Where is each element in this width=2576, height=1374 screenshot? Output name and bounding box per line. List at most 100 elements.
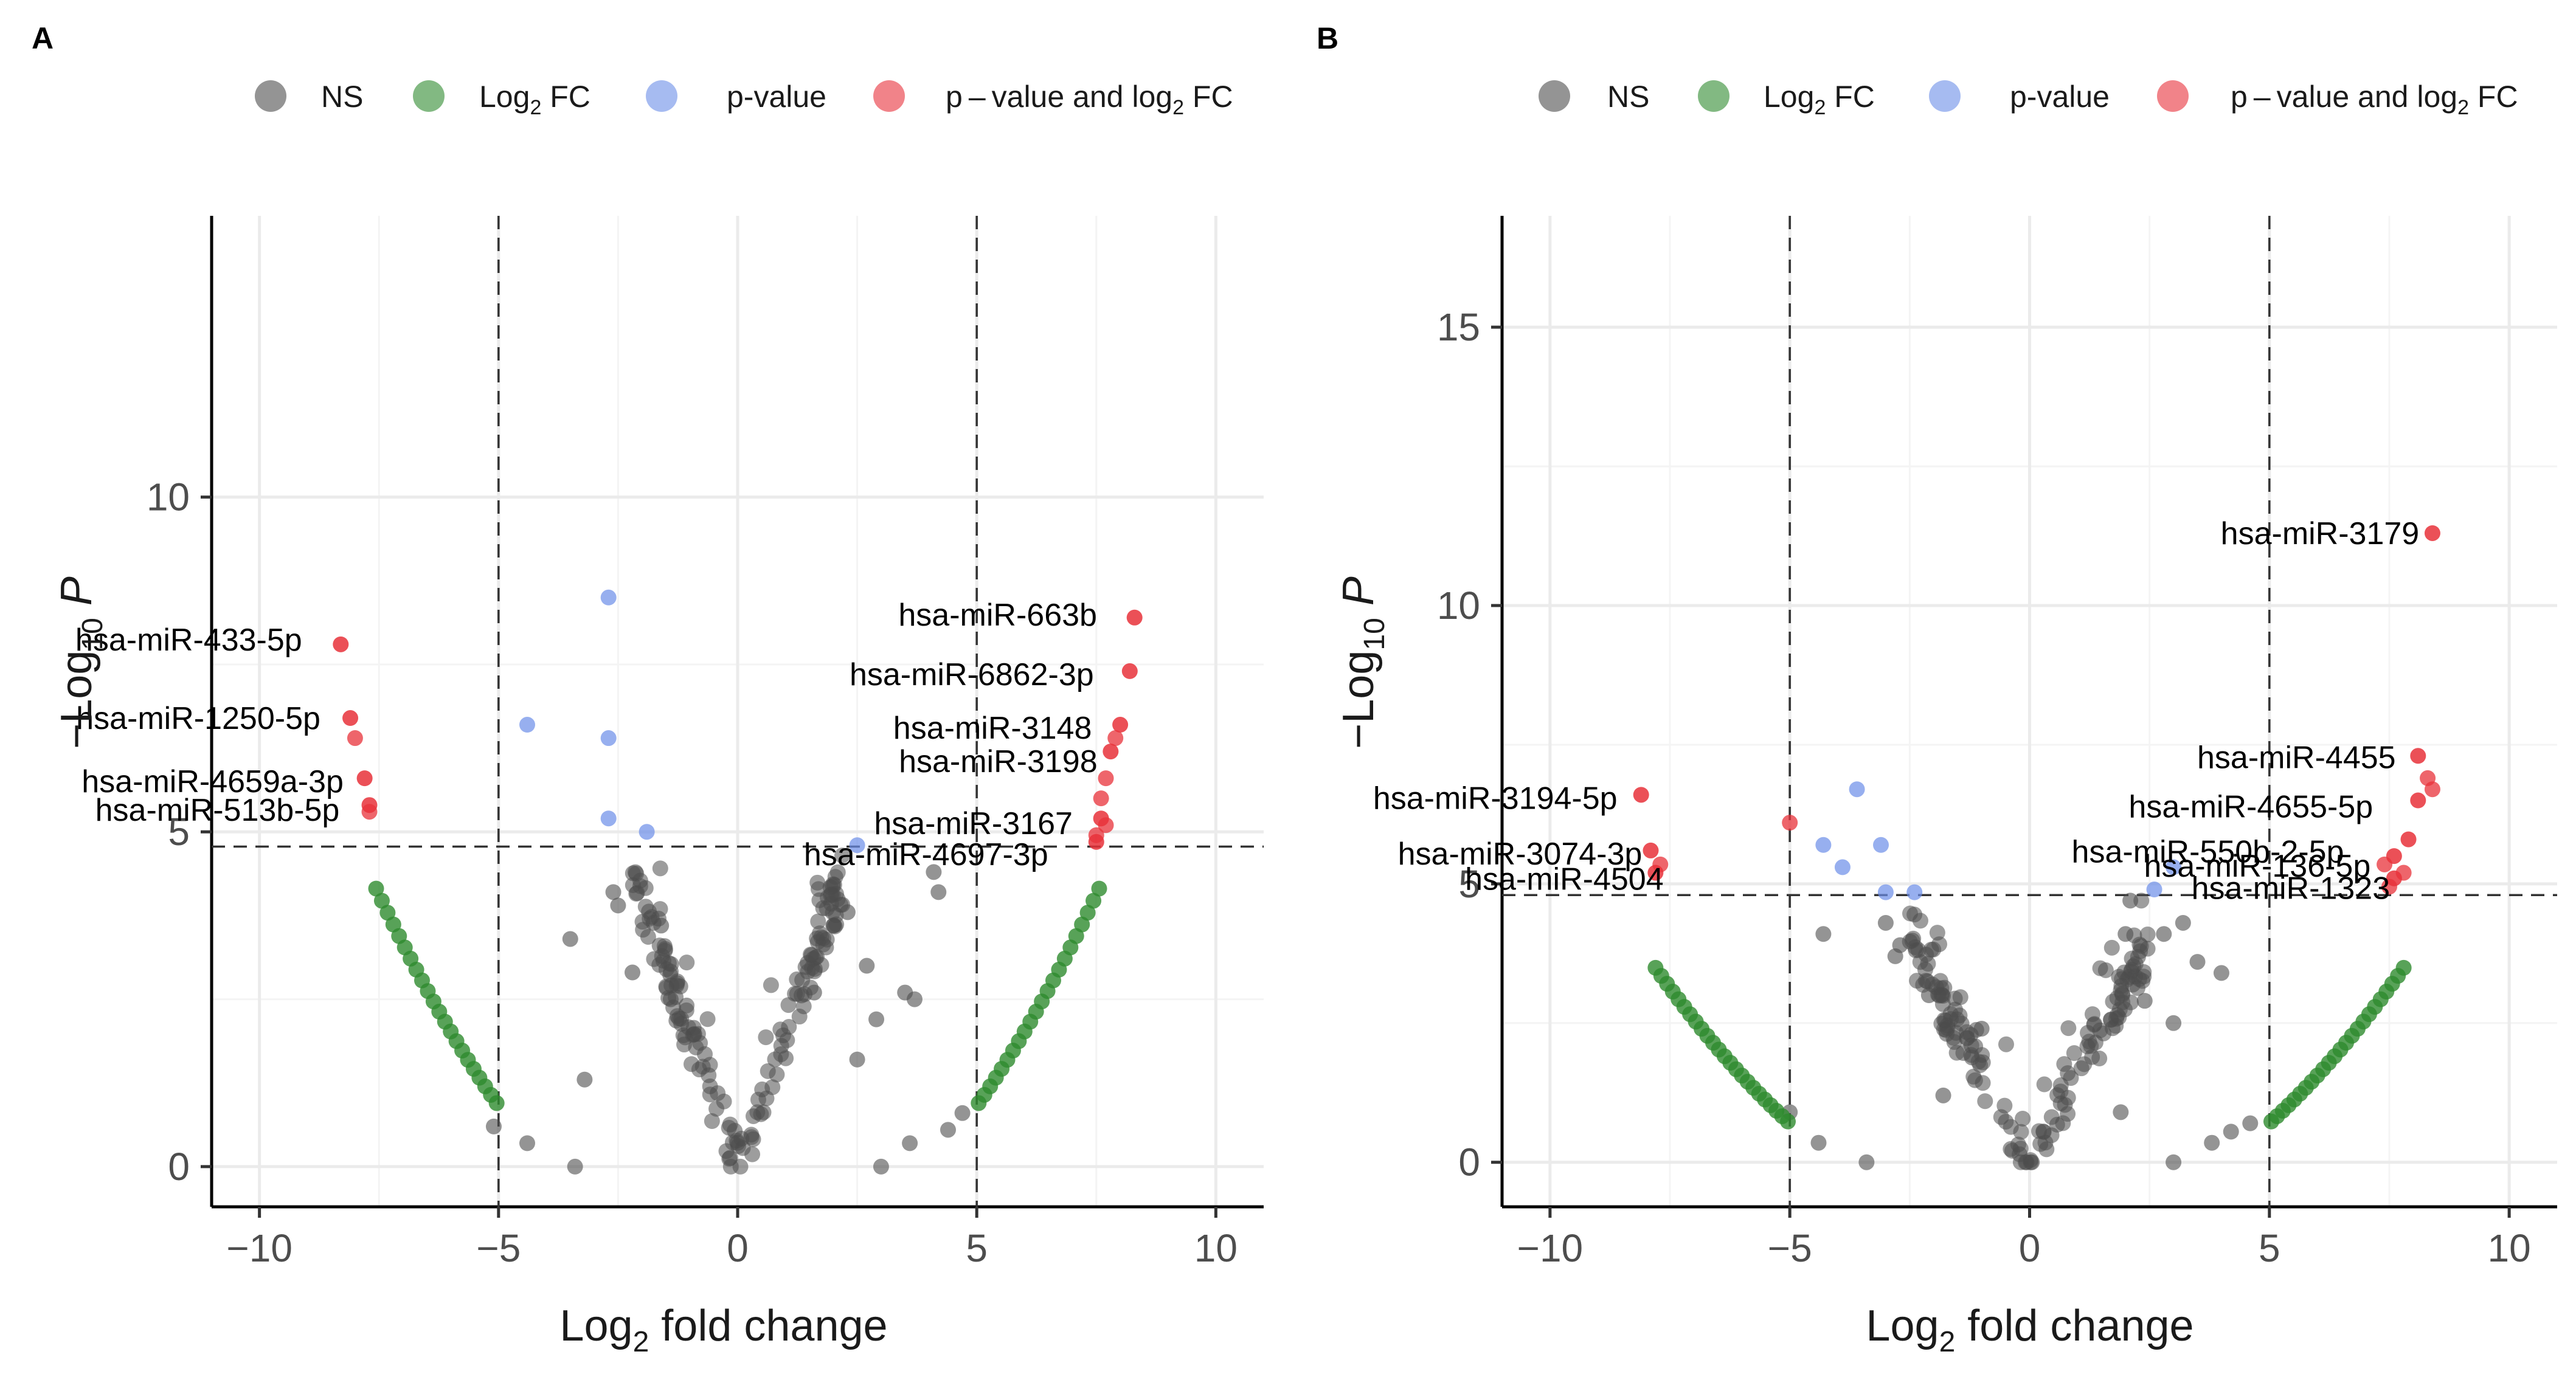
pb-point-ns [2136, 964, 2152, 980]
pa-point-ns [859, 958, 875, 974]
pa-point-ns [754, 1081, 770, 1097]
pb-point-ns [1887, 948, 1903, 964]
pa-point-fc [368, 880, 384, 897]
pb-point-ns [2012, 1141, 2029, 1157]
pa-point-fc [379, 905, 396, 921]
pa-point-labeled [361, 797, 378, 813]
pa-point-ns [485, 1118, 502, 1134]
pa-point-label: hsa-miR-513b-5p [95, 793, 340, 828]
pa-point-sig [1107, 730, 1124, 747]
pa-point-fc [385, 916, 401, 933]
pb-point-ns [2136, 993, 2153, 1009]
pb-point-labeled [2424, 525, 2440, 541]
pb-point-ns [2073, 1060, 2090, 1077]
pa-point-labeled [1103, 744, 1119, 760]
pb-point-ns [1917, 961, 1933, 978]
pa-point-ns [743, 1129, 760, 1145]
pb-point-ns [1973, 1020, 1990, 1037]
pa-point-ns [868, 1011, 885, 1027]
pa-point-ns [567, 1158, 583, 1175]
legend-a-ns-label: NS [321, 80, 363, 114]
pb-point-ns [2223, 1124, 2239, 1140]
pb-point-ns [2113, 1104, 2129, 1120]
pa-point-ns [810, 881, 826, 897]
pa-point-label: hsa-miR-433-5p [75, 623, 302, 658]
pb-point-ns [2032, 1136, 2049, 1152]
legend-b-ns-swatch [1539, 80, 1570, 112]
pb-point-ns [2056, 1056, 2072, 1072]
legend-a-p-label: p-value [727, 80, 826, 114]
pa-y-tick-label: 5 [168, 810, 190, 854]
pb-point-ns [2166, 1154, 2182, 1170]
pb-point-ns [2060, 1020, 2077, 1037]
pb-point-ns [2156, 926, 2172, 942]
pb-point-pvalue [1815, 837, 1832, 853]
pa-point-ns [940, 1122, 956, 1138]
pa-point-ns [745, 1108, 761, 1124]
pb-point-labeled [2410, 792, 2426, 809]
pa-point-labeled [333, 636, 349, 652]
pb-point-ns [1907, 939, 1923, 955]
pb-point-label: hsa-miR-1323 [2192, 871, 2391, 906]
pa-point-ns [627, 864, 643, 880]
panel-a: A NS Log2 FC p-value p – value and log2 … [32, 21, 1264, 1358]
pa-point-pvalue [639, 824, 655, 840]
pb-point-ns [2086, 1017, 2102, 1033]
pa-point-pvalue [519, 717, 535, 733]
pa-point-label: hsa-miR-4659a-3p [81, 764, 344, 799]
pa-x-tick-label: 5 [966, 1226, 988, 1270]
pb-point-ns [2031, 1123, 2047, 1139]
pa-point-ns [763, 977, 779, 993]
pa-point-ns [704, 1113, 720, 1130]
pb-point-fc [1647, 959, 1664, 976]
pb-point-ns [2132, 943, 2148, 959]
pb-point-pvalue [1873, 837, 1889, 853]
pa-x-tick-label: −10 [226, 1226, 293, 1270]
pb-point-sig [2424, 781, 2440, 798]
pa-point-ns [873, 1158, 889, 1175]
pa-point-fc [1079, 905, 1096, 921]
pb-point-ns [1977, 1093, 1993, 1110]
pa-point-ns [789, 971, 805, 987]
pb-point-ns [2084, 1049, 2100, 1065]
legend-a-pfc-label: p – value and log2 FC [946, 80, 1233, 119]
legend-a-fc-swatch [413, 80, 445, 112]
pb-point-ns [2015, 1110, 2031, 1127]
pb-point-labeled [2400, 831, 2417, 848]
pb-point-ns [2012, 1154, 2029, 1170]
legend-a: NS Log2 FC p-value p – value and log2 FC [255, 80, 1233, 119]
pa-point-ns [662, 991, 679, 1007]
pa-point-ns [683, 1056, 699, 1072]
pb-point-ns [2204, 1134, 2220, 1151]
pb-point-ns [1912, 913, 1928, 929]
pa-point-label: hsa-miR-6862-3p [850, 657, 1094, 692]
pa-point-ns [930, 884, 947, 900]
pb-point-ns [1948, 1044, 1965, 1061]
pa-point-ns [692, 1035, 708, 1051]
pa-point-ns [519, 1135, 535, 1151]
x-axis-title-a: Log2 fold change [559, 1302, 887, 1358]
pa-point-ns [758, 1029, 774, 1046]
pb-point-ns [1998, 1036, 2014, 1052]
pb-point-ns [1815, 926, 1832, 942]
pb-point-labeled [2386, 870, 2402, 886]
pb-point-pvalue [1849, 781, 1865, 798]
pb-point-ns [1877, 914, 1894, 931]
pb-point-label: hsa-miR-136-5p [2144, 849, 2370, 884]
pb-point-ns [1967, 1038, 1984, 1055]
pa-point-ns [710, 1085, 726, 1102]
pb-point-label: hsa-miR-4455 [2197, 740, 2396, 775]
pa-point-ns [954, 1105, 971, 1121]
pa-point-ns [576, 1071, 593, 1088]
pa-point-labeled [1121, 663, 1138, 679]
pa-point-ns [902, 1135, 918, 1151]
pa-point-ns [628, 886, 645, 902]
pb-point-ns [1929, 925, 1945, 941]
pb-x-tick-label: −5 [1768, 1226, 1812, 1270]
pb-point-ns [2122, 892, 2139, 909]
pb-point-ns [2117, 926, 2134, 942]
pa-point-fc [1074, 916, 1090, 933]
pa-point-ns [797, 959, 814, 975]
pb-point-labeled [1647, 865, 1664, 881]
pa-point-label: hsa-miR-4697-3p [804, 837, 1048, 872]
